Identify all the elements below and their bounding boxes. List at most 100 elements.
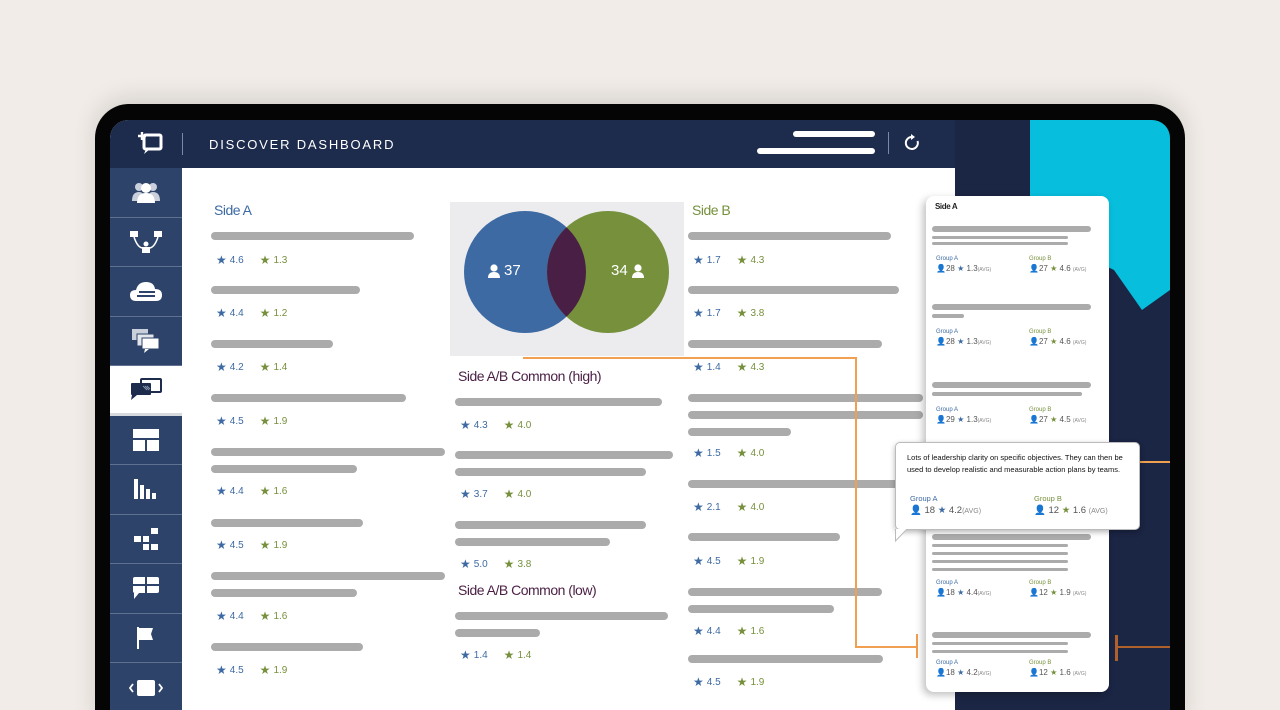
side-b-item-7-bar-2[interactable] <box>688 605 834 613</box>
sidebar <box>110 168 182 710</box>
panel-entry-3-bar[interactable] <box>932 382 1091 388</box>
side-b-item-1-rating: ★ 1.7 ★ 4.3 <box>693 253 765 267</box>
venn-side-a-label: 37 <box>488 262 521 279</box>
panel-entry-5-bar[interactable] <box>932 632 1091 638</box>
side-a-item-1-bar[interactable] <box>211 232 414 240</box>
common-high-item-3-rating: ★ 5.0 ★ 3.8 <box>460 557 532 571</box>
sidebar-item-chat-bubbles[interactable] <box>110 317 182 366</box>
side-a-item-3-bar[interactable] <box>211 340 333 348</box>
sidebar-item-split-chat[interactable] <box>110 564 182 614</box>
sidebar-item-carousel[interactable] <box>110 663 182 710</box>
side-a-item-1-rating: ★ 4.6 ★ 1.3 <box>216 253 288 267</box>
star-icon: ★ <box>259 414 271 428</box>
star-icon: ★ <box>736 253 748 267</box>
flag-icon <box>137 626 153 649</box>
split-chat-icon <box>133 577 159 600</box>
panel-entry-1-group-b-stats: 👤27 ★ 4.6 (AVG) <box>1029 264 1087 273</box>
venn-overlap[interactable] <box>547 211 669 333</box>
side-a-item-3-rating: ★ 4.2 ★ 1.4 <box>216 360 288 374</box>
common-high-item-2-bar[interactable] <box>455 451 673 459</box>
side-a-item-8-bar[interactable] <box>211 643 363 651</box>
star-icon: ★ <box>216 538 227 552</box>
panel-entry-4-bar-3 <box>932 552 1068 555</box>
sidebar-item-flag[interactable] <box>110 614 182 663</box>
star-icon: ★ <box>259 663 271 677</box>
star-icon: ★ <box>259 484 271 498</box>
panel-entry-2-group-b-label: Group B <box>1029 329 1052 335</box>
panel-entry-1-bar[interactable] <box>932 226 1091 232</box>
star-icon: ★ <box>693 554 704 568</box>
common-high-item-3-bar-2[interactable] <box>455 538 610 546</box>
tablet-screen: DISCOVER DASHBOARD <box>110 120 1170 710</box>
panel-entry-2-bar[interactable] <box>932 304 1091 310</box>
bar-chart-icon <box>134 479 156 500</box>
star-icon: ★ <box>503 648 515 662</box>
sidebar-item-network[interactable] <box>110 218 182 267</box>
star-icon: ★ <box>216 609 227 623</box>
side-b-item-4-bar[interactable] <box>688 394 923 402</box>
common-high-item-1-bar[interactable] <box>455 398 662 406</box>
panel-entry-5-group-a-stats: 👤18 ★ 4.2(AVG) <box>936 668 992 677</box>
star-icon: ★ <box>460 648 471 662</box>
chat-plus-icon[interactable] <box>128 128 174 160</box>
side-b-item-2-bar[interactable] <box>688 286 899 294</box>
refresh-icon[interactable] <box>902 133 922 153</box>
panel-entry-4-group-b-stats: 👤12 ★ 1.9 (AVG) <box>1029 588 1087 597</box>
side-a-item-2-rating: ★ 4.4 ★ 1.2 <box>216 306 288 320</box>
star-icon: ★ <box>736 306 748 320</box>
detail-panel-title: Side A <box>935 202 958 211</box>
side-a-item-8-rating: ★ 4.5 ★ 1.9 <box>216 663 288 677</box>
side-b-item-8-rating: ★ 4.5 ★ 1.9 <box>693 675 765 689</box>
carousel-icon <box>128 679 164 696</box>
sidebar-item-cloud[interactable] <box>110 267 182 317</box>
side-b-heading: Side B <box>692 202 731 218</box>
sidebar-item-bar-chart[interactable] <box>110 465 182 515</box>
cloud-icon <box>130 282 162 302</box>
side-b-item-7-bar[interactable] <box>688 588 882 596</box>
side-a-item-5-bar-2[interactable] <box>211 465 357 473</box>
panel-entry-1-group-a-stats: 👤28 ★ 1.3(AVG) <box>936 264 992 273</box>
star-icon: ★ <box>216 414 227 428</box>
sidebar-item-layout[interactable] <box>110 416 182 465</box>
star-icon: ★ <box>460 557 471 571</box>
layout-icon <box>133 428 159 451</box>
panel-entry-5-group-a-label: Group A <box>936 660 959 666</box>
side-b-item-2-rating: ★ 1.7 ★ 3.8 <box>693 306 765 320</box>
star-icon: ★ <box>736 360 748 374</box>
star-icon: ★ <box>736 500 748 514</box>
side-b-item-6-bar[interactable] <box>688 533 840 541</box>
common-low-item-1-bar-2[interactable] <box>455 629 540 637</box>
side-b-item-8-bar[interactable] <box>688 655 883 663</box>
panel-entry-3-group-a-stats: 👤29 ★ 1.3(AVG) <box>936 415 992 424</box>
person-icon <box>631 263 644 278</box>
panel-entry-4-bar-2 <box>932 544 1068 547</box>
side-a-item-6-bar[interactable] <box>211 519 363 527</box>
side-a-item-4-rating: ★ 4.5 ★ 1.9 <box>216 414 288 428</box>
side-b-item-4-bar-2[interactable] <box>688 411 923 419</box>
sidebar-item-compare[interactable] <box>110 366 182 416</box>
side-a-item-7-bar[interactable] <box>211 572 445 580</box>
side-b-item-4-rating: ★ 1.5 ★ 4.0 <box>693 446 765 460</box>
side-b-item-3-bar[interactable] <box>688 340 882 348</box>
side-b-item-1-bar[interactable] <box>688 232 891 240</box>
side-b-item-4-bar-3[interactable] <box>688 428 791 436</box>
common-high-item-2-bar-2[interactable] <box>455 468 646 476</box>
side-a-item-7-bar-2[interactable] <box>211 589 357 597</box>
sidebar-item-grid[interactable] <box>110 515 182 564</box>
star-icon: ★ <box>460 418 471 432</box>
panel-entry-4-bar[interactable] <box>932 534 1091 540</box>
panel-entry-2-group-a-stats: 👤28 ★ 1.3(AVG) <box>936 337 992 346</box>
side-a-item-2-bar[interactable] <box>211 286 360 294</box>
side-b-item-5-bar[interactable] <box>688 480 922 488</box>
star-icon: ★ <box>216 663 227 677</box>
grid-icon <box>134 527 158 550</box>
common-high-item-3-bar[interactable] <box>455 521 646 529</box>
common-low-item-1-bar[interactable] <box>455 612 668 620</box>
panel-entry-4-group-b-label: Group B <box>1029 580 1052 586</box>
side-a-item-4-bar[interactable] <box>211 394 406 402</box>
star-icon: ★ <box>736 675 748 689</box>
side-b-item-6-rating: ★ 4.5 ★ 1.9 <box>693 554 765 568</box>
side-a-item-5-bar[interactable] <box>211 448 445 456</box>
sidebar-item-people[interactable] <box>110 168 182 218</box>
header-divider <box>182 133 183 155</box>
